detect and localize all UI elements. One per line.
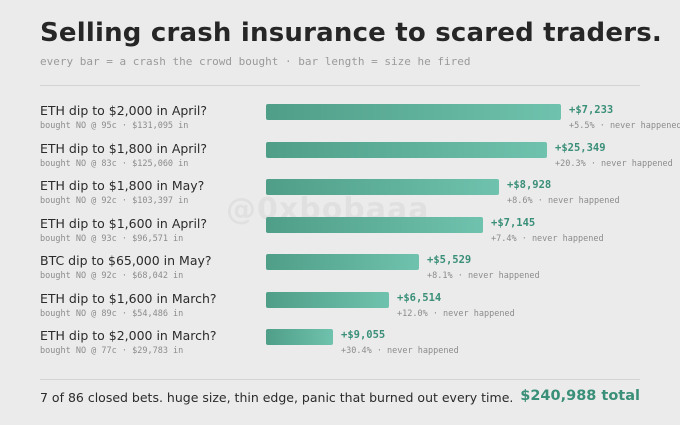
bar-detail-label: +5.5% · never happened (569, 121, 680, 131)
bar-category-label: ETH dip to $2,000 in April? (40, 103, 208, 118)
bar-category-label: ETH dip to $1,600 in April? (40, 215, 208, 231)
bar-profit-label: +$25,349 (555, 141, 606, 154)
bar-detail-label: +30.4% · never happened (341, 346, 459, 356)
bar-row: ETH dip to $1,800 in April? bought NO @ 8… (0, 141, 680, 177)
bar-meta-label: bought NO @ 89c · $54,486 in (40, 308, 184, 319)
footer-total: $240,988 total (520, 388, 640, 404)
bar-category-label: ETH dip to $1,800 in April? (40, 140, 208, 156)
bar-row: ETH dip to $1,800 in May? bought NO @ 92c… (0, 178, 680, 214)
bar-profit-label: +$9,055 (341, 329, 386, 341)
bar-row: BTC dip to $65,000 in May? bought NO @ 92… (0, 253, 680, 289)
bar-category-label: BTC dip to $65,000 in May? (40, 253, 212, 268)
bar (266, 216, 483, 233)
bar (266, 104, 561, 120)
chart-subtitle: every bar = a crash the crowd bought · b… (40, 55, 471, 68)
bar-profit-label: +$8,928 (507, 179, 552, 191)
bar-profit-label: +$7,145 (491, 216, 536, 229)
bar-profit-label: +$7,233 (569, 104, 614, 116)
bar-row: ETH dip to $1,600 in April? bought NO @ 9… (0, 216, 680, 252)
bar-category-label: ETH dip to $2,000 in March? (40, 328, 217, 343)
bar (266, 254, 419, 270)
bar-meta-label: bought NO @ 92c · $103,397 in (40, 196, 189, 206)
bar (266, 329, 333, 345)
bar-row: ETH dip to $1,600 in March? bought NO @ 8… (0, 291, 680, 327)
bar-row: ETH dip to $2,000 in March? bought NO @ 7… (0, 328, 680, 364)
chart-title: Selling crash insurance to scared trader… (40, 18, 662, 48)
bottom-divider (40, 379, 640, 380)
bar-detail-label: +7.4% · never happened (491, 233, 604, 244)
bar (266, 141, 547, 158)
bar-meta-label: bought NO @ 77c · $29,783 in (40, 346, 184, 356)
footer-summary: 7 of 86 closed bets. huge size, thin edg… (40, 390, 514, 405)
bar-category-label: ETH dip to $1,800 in May? (40, 178, 205, 193)
top-divider (40, 85, 640, 86)
bar-profit-label: +$6,514 (397, 291, 442, 304)
bar-row: ETH dip to $2,000 in April? bought NO @ 9… (0, 103, 680, 139)
bar-detail-label: +8.6% · never happened (507, 196, 620, 206)
bar (266, 291, 389, 308)
bar (266, 179, 499, 195)
bar-detail-label: +8.1% · never happened (427, 271, 540, 281)
bar-meta-label: bought NO @ 92c · $68,042 in (40, 271, 184, 281)
bar-category-label: ETH dip to $1,600 in March? (40, 290, 217, 306)
bar-profit-label: +$5,529 (427, 254, 472, 266)
bar-meta-label: bought NO @ 83c · $125,060 in (40, 158, 189, 169)
bar-meta-label: bought NO @ 95c · $131,095 in (40, 121, 189, 131)
bar-detail-label: +12.0% · never happened (397, 308, 515, 319)
bar-detail-label: +20.3% · never happened (555, 158, 673, 169)
bar-meta-label: bought NO @ 93c · $96,571 in (40, 233, 184, 244)
